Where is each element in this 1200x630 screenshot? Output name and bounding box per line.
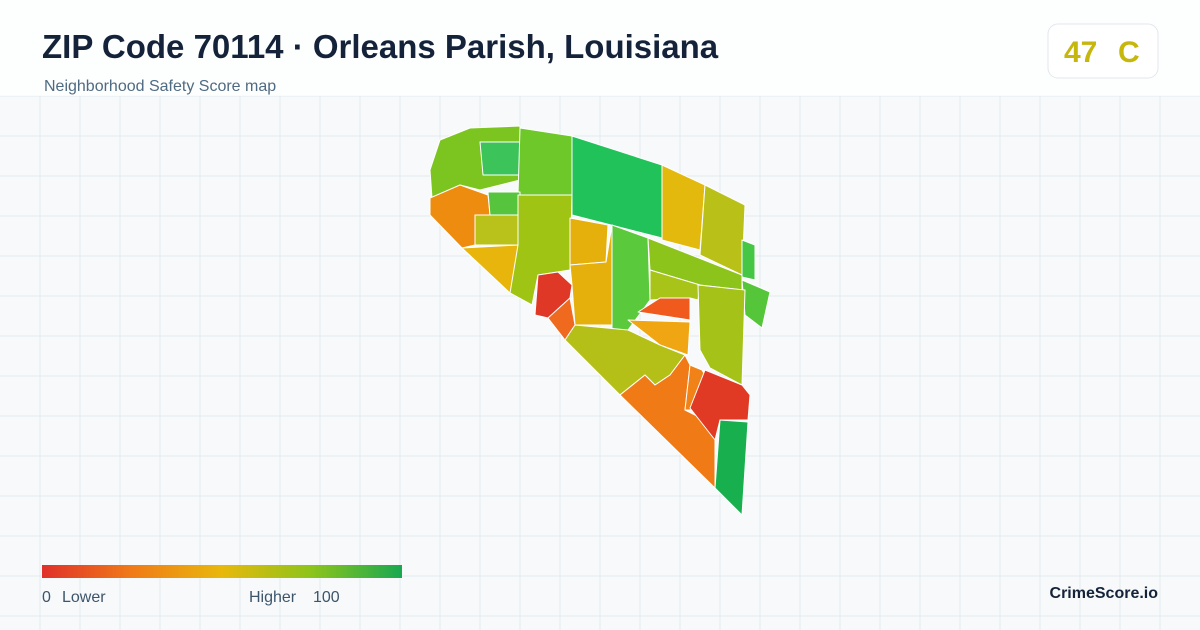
zip-map [429, 125, 771, 516]
subtitle: Neighborhood Safety Score map [44, 78, 276, 95]
block [741, 279, 771, 329]
score-value: 47 [1064, 36, 1097, 69]
score-box [1047, 23, 1159, 79]
brand: CrimeScore.io [1050, 585, 1159, 602]
block [487, 191, 521, 216]
block [479, 141, 521, 176]
block [697, 284, 746, 386]
block [517, 127, 573, 196]
block [509, 194, 573, 306]
legend-max: 100 [313, 589, 340, 606]
block [689, 369, 751, 441]
block [474, 214, 521, 246]
legend-min-label: Lower [62, 589, 106, 606]
legend-gradient [42, 565, 402, 578]
block [461, 244, 519, 294]
block [741, 239, 756, 281]
legend-min: 0 [42, 589, 51, 606]
block [627, 319, 691, 356]
block [569, 217, 609, 266]
header-band [0, 0, 1200, 96]
block [714, 419, 749, 516]
score-grade: C [1118, 36, 1140, 69]
block [619, 354, 716, 489]
block [661, 164, 706, 251]
block [611, 224, 651, 331]
block [649, 269, 701, 301]
title: ZIP Code 70114 · Orleans Parish, Louisia… [42, 28, 719, 65]
block [637, 297, 691, 321]
legend-max-label: Higher [249, 589, 297, 606]
